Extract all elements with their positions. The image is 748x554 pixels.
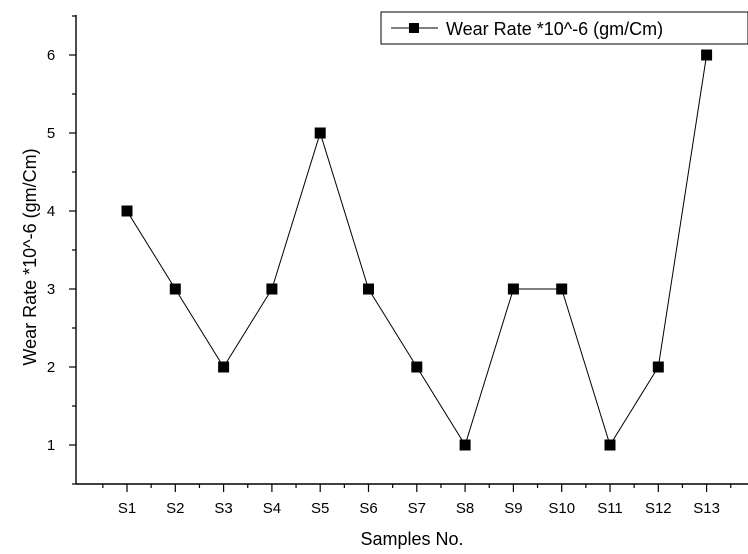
x-tick-label: S13 xyxy=(693,500,720,517)
x-tick-label: S9 xyxy=(504,500,522,517)
x-tick-label: S11 xyxy=(597,500,623,517)
series-markers xyxy=(121,49,713,451)
data-point-s3 xyxy=(218,361,230,373)
y-tick-label: 6 xyxy=(47,47,55,64)
x-tick-label: S12 xyxy=(645,500,672,517)
y-tick-label: 5 xyxy=(47,125,55,142)
x-tick-label: S1 xyxy=(118,500,136,517)
data-point-s10 xyxy=(556,283,568,295)
data-point-s6 xyxy=(363,283,374,295)
y-tick-label: 3 xyxy=(47,281,55,298)
data-point-s5 xyxy=(314,127,326,139)
data-point-s2 xyxy=(169,283,181,295)
legend-marker xyxy=(409,23,419,33)
legend: Wear Rate *10^-6 (gm/Cm) xyxy=(380,11,748,45)
x-tick-label: S7 xyxy=(408,500,426,517)
x-tick-label: S8 xyxy=(456,500,474,517)
x-tick-label: S2 xyxy=(166,500,184,517)
y-axis-title: Wear Rate *10^-6 (gm/Cm) xyxy=(20,148,40,365)
series-line xyxy=(126,54,708,447)
x-tick-label: S5 xyxy=(311,500,329,517)
data-point-s13 xyxy=(701,49,713,61)
y-ticks: 1 2 3 4 5 6 xyxy=(47,15,76,485)
axes xyxy=(75,15,748,485)
x-tick-label: S4 xyxy=(263,500,281,517)
data-point-s12 xyxy=(652,361,664,373)
data-point-s1 xyxy=(121,205,133,217)
y-tick-label: 2 xyxy=(47,359,55,376)
y-tick-label: 4 xyxy=(47,203,55,220)
legend-box xyxy=(380,11,748,45)
data-point-s4 xyxy=(266,283,278,295)
x-tick-label: S3 xyxy=(214,500,232,517)
legend-label: Wear Rate *10^-6 (gm/Cm) xyxy=(446,19,663,39)
data-point-s9 xyxy=(507,283,519,295)
x-tick-label: S6 xyxy=(359,500,377,517)
data-point-s11 xyxy=(604,439,616,451)
x-ticks: S1 S2 S3 S4 S5 S6 S7 S8 S9 S10 S11 S12 S13 xyxy=(102,484,732,517)
x-tick-label: S10 xyxy=(548,500,575,517)
data-point-s7 xyxy=(411,361,423,373)
data-point-s8 xyxy=(459,439,471,451)
y-tick-label: 1 xyxy=(47,437,55,454)
x-axis-title: Samples No. xyxy=(360,529,463,549)
